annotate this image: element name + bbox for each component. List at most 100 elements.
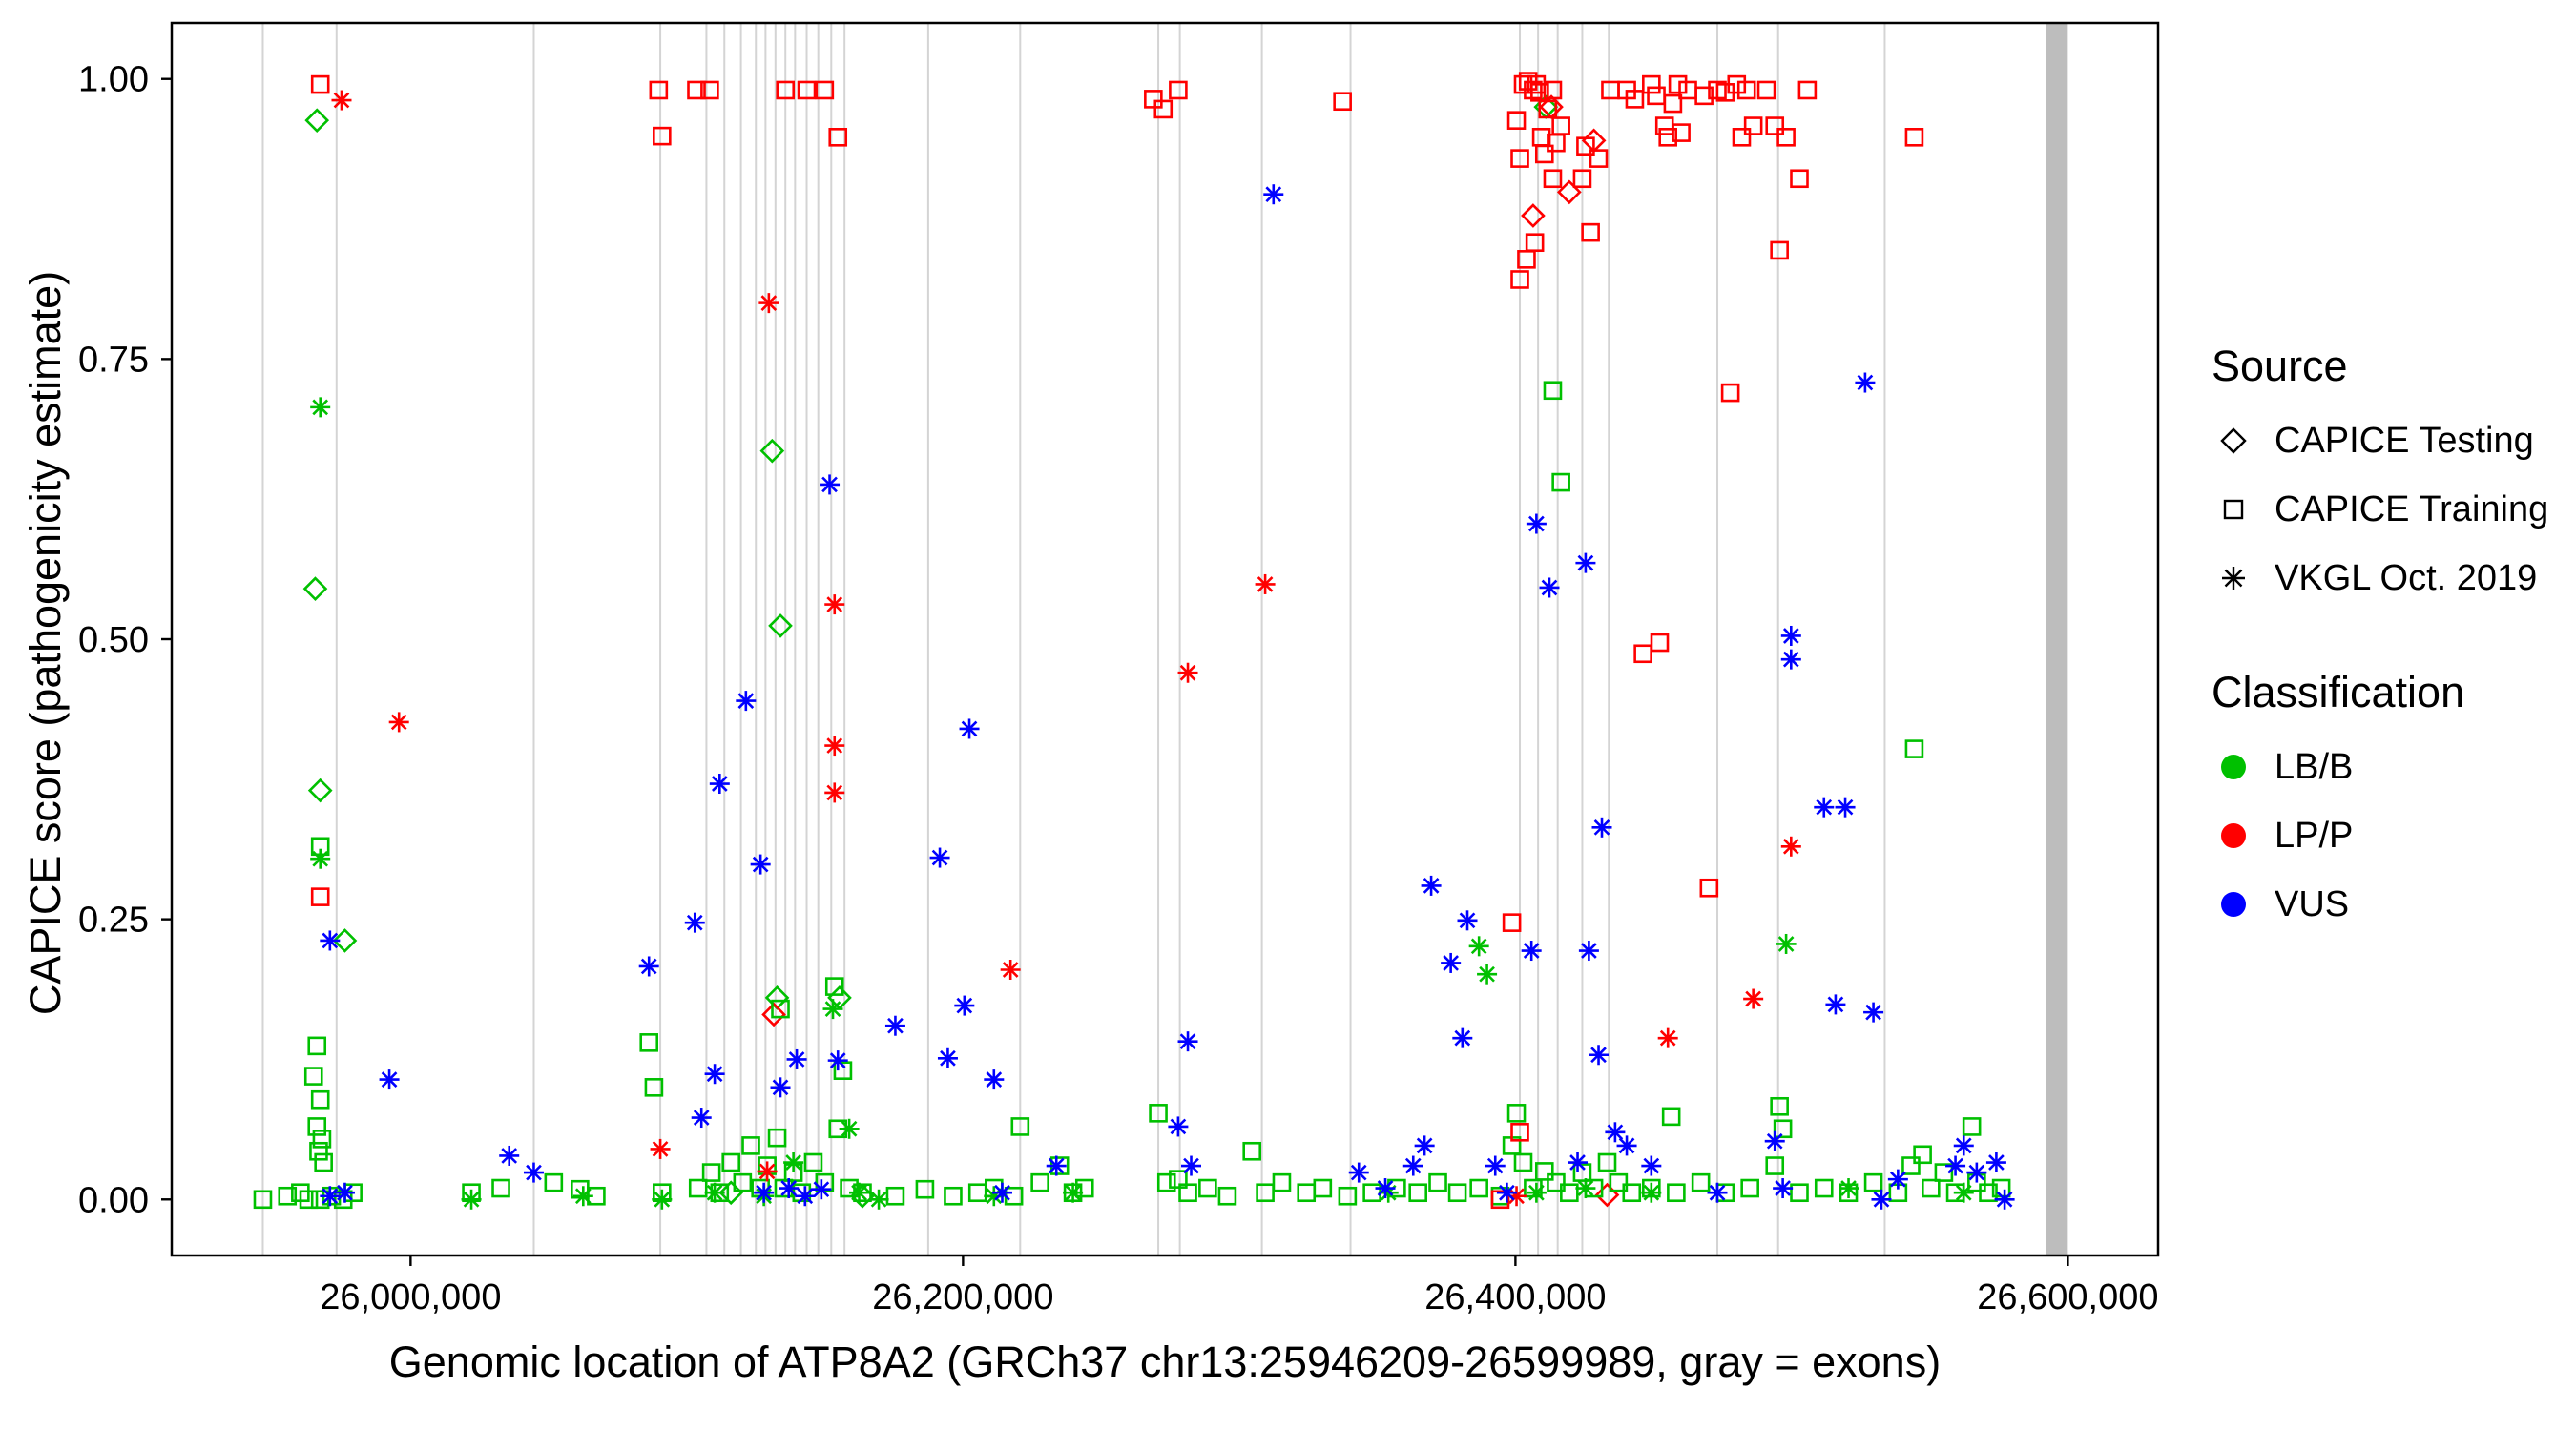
exon-wide-bar bbox=[2046, 23, 2068, 1255]
data-point bbox=[638, 956, 659, 977]
data-point bbox=[1272, 1172, 1292, 1192]
data-point bbox=[310, 848, 331, 869]
data-point bbox=[687, 80, 706, 100]
y-tick-label: 0.75 bbox=[78, 340, 149, 380]
legend-item-label: CAPICE Testing bbox=[2275, 420, 2534, 461]
data-point bbox=[310, 74, 330, 94]
data-point bbox=[1510, 270, 1529, 289]
data-point bbox=[1589, 149, 1609, 168]
data-point bbox=[1720, 383, 1740, 403]
data-point bbox=[1490, 1190, 1510, 1210]
data-point bbox=[1181, 1155, 1202, 1176]
data-point bbox=[1000, 959, 1021, 980]
data-point bbox=[1773, 1119, 1793, 1139]
data-point bbox=[1414, 1135, 1435, 1156]
legend-item-vkgl: VKGL Oct. 2019 bbox=[2212, 544, 2548, 612]
vus-dot-icon bbox=[2212, 882, 2255, 926]
data-point bbox=[1177, 1031, 1198, 1052]
y-axis-title: CAPICE score (pathogenicity estimate) bbox=[21, 270, 70, 1016]
data-point bbox=[815, 80, 835, 100]
data-point bbox=[1010, 1117, 1030, 1136]
data-point bbox=[1641, 1182, 1662, 1203]
data-point bbox=[1736, 80, 1756, 100]
data-point bbox=[523, 1162, 544, 1183]
data-point bbox=[1510, 1123, 1529, 1142]
data-point bbox=[984, 1069, 1005, 1090]
data-point bbox=[736, 691, 757, 712]
data-point bbox=[1408, 1183, 1427, 1203]
data-point bbox=[1477, 964, 1498, 985]
asterisk-icon bbox=[2212, 556, 2255, 600]
data-point bbox=[1904, 739, 1924, 758]
data-point bbox=[779, 1178, 800, 1199]
data-point bbox=[499, 1145, 520, 1166]
data-point bbox=[840, 1178, 859, 1198]
data-point bbox=[544, 1172, 564, 1192]
data-point bbox=[1578, 941, 1599, 962]
data-point bbox=[1797, 80, 1818, 100]
data-point bbox=[967, 1183, 987, 1203]
data-point bbox=[1557, 179, 1582, 205]
y-tick-label: 0.50 bbox=[78, 620, 149, 660]
data-point bbox=[915, 1179, 935, 1199]
legend-item-label: CAPICE Training bbox=[2275, 488, 2549, 529]
data-point bbox=[820, 474, 841, 495]
data-point bbox=[1217, 1186, 1237, 1206]
data-point bbox=[1521, 941, 1542, 962]
legend-item-label: VKGL Oct. 2019 bbox=[2275, 557, 2538, 598]
data-point bbox=[1547, 1172, 1566, 1192]
data-point bbox=[1589, 1045, 1610, 1066]
data-point bbox=[644, 1078, 664, 1097]
data-point bbox=[701, 1163, 721, 1182]
data-point bbox=[824, 782, 845, 803]
data-point bbox=[1441, 952, 1462, 973]
data-point bbox=[1658, 128, 1677, 147]
data-point bbox=[709, 774, 730, 795]
data-point bbox=[795, 1186, 816, 1207]
x-tick-label: 26,600,000 bbox=[1977, 1277, 2158, 1317]
y-tick-label: 0.00 bbox=[78, 1180, 149, 1220]
data-point bbox=[1469, 1178, 1488, 1198]
data-point bbox=[868, 1189, 889, 1210]
data-point bbox=[828, 128, 848, 147]
data-point bbox=[334, 1182, 355, 1203]
data-point bbox=[822, 999, 843, 1020]
data-point bbox=[1255, 573, 1276, 594]
data-point bbox=[1524, 80, 1543, 100]
data-point bbox=[1153, 99, 1174, 119]
legend-item-vus: VUS bbox=[2212, 870, 2548, 939]
data-point bbox=[320, 930, 341, 951]
data-point bbox=[1609, 1172, 1629, 1192]
panel-border bbox=[170, 21, 2160, 1257]
data-point bbox=[1901, 1156, 1921, 1175]
data-point bbox=[937, 1047, 958, 1068]
square-icon bbox=[2212, 487, 2255, 531]
data-point bbox=[1904, 128, 1924, 147]
data-point bbox=[1526, 1182, 1547, 1203]
data-point bbox=[1773, 1178, 1794, 1199]
data-point bbox=[1144, 90, 1163, 109]
data-point bbox=[1551, 472, 1570, 492]
data-point bbox=[1945, 1155, 1966, 1176]
data-point bbox=[307, 1117, 327, 1136]
data-point bbox=[824, 736, 845, 757]
data-point bbox=[1994, 1189, 2015, 1210]
data-point bbox=[1468, 936, 1489, 957]
data-point bbox=[1650, 633, 1670, 653]
data-point bbox=[1452, 1027, 1473, 1048]
lbb-dot-icon bbox=[2212, 745, 2255, 789]
data-point bbox=[704, 1064, 725, 1085]
data-point bbox=[684, 912, 705, 933]
data-point bbox=[1506, 111, 1527, 130]
data-point bbox=[1575, 1178, 1596, 1199]
data-point bbox=[1156, 1172, 1176, 1192]
data-point bbox=[721, 1152, 740, 1172]
data-point bbox=[1780, 649, 1801, 670]
data-point bbox=[771, 999, 790, 1019]
data-point bbox=[491, 1178, 510, 1198]
data-point bbox=[984, 1186, 1005, 1207]
data-point bbox=[954, 995, 975, 1016]
data-point bbox=[1642, 74, 1661, 94]
data-point bbox=[1256, 1183, 1275, 1203]
